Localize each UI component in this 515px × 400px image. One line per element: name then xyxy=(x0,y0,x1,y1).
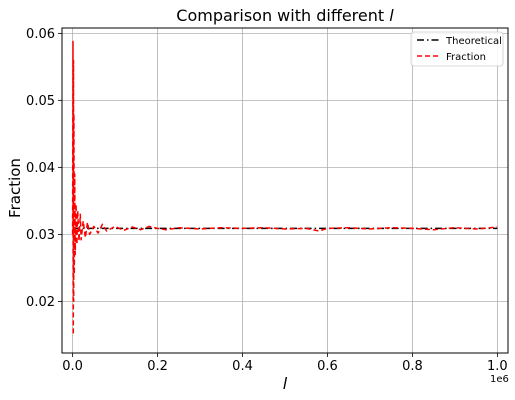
x-axis-label: l xyxy=(283,374,288,393)
legend-fraction-label: Fraction xyxy=(446,52,486,63)
legend-theoretical-label: Theoretical xyxy=(445,36,502,47)
y-tick-label: 0.06 xyxy=(26,27,55,42)
legend: Theoretical Fraction xyxy=(411,32,503,66)
x-axis-offset-label: 1e6 xyxy=(490,374,509,385)
x-tick-label: 0.0 xyxy=(62,359,83,374)
x-tick-label: 0.8 xyxy=(402,359,423,374)
y-axis-label: Fraction xyxy=(6,158,24,218)
chart-title: Comparison with different l xyxy=(176,6,394,25)
y-tick-label: 0.02 xyxy=(26,295,55,310)
y-tick-label: 0.03 xyxy=(26,228,55,243)
y-tick-label: 0.04 xyxy=(26,161,55,176)
x-tick-label: 0.6 xyxy=(317,359,338,374)
x-tick-label: 1.0 xyxy=(487,359,508,374)
y-tick-label: 0.05 xyxy=(26,94,55,109)
x-tick-label: 0.4 xyxy=(232,359,253,374)
x-tick-label: 0.2 xyxy=(147,359,168,374)
